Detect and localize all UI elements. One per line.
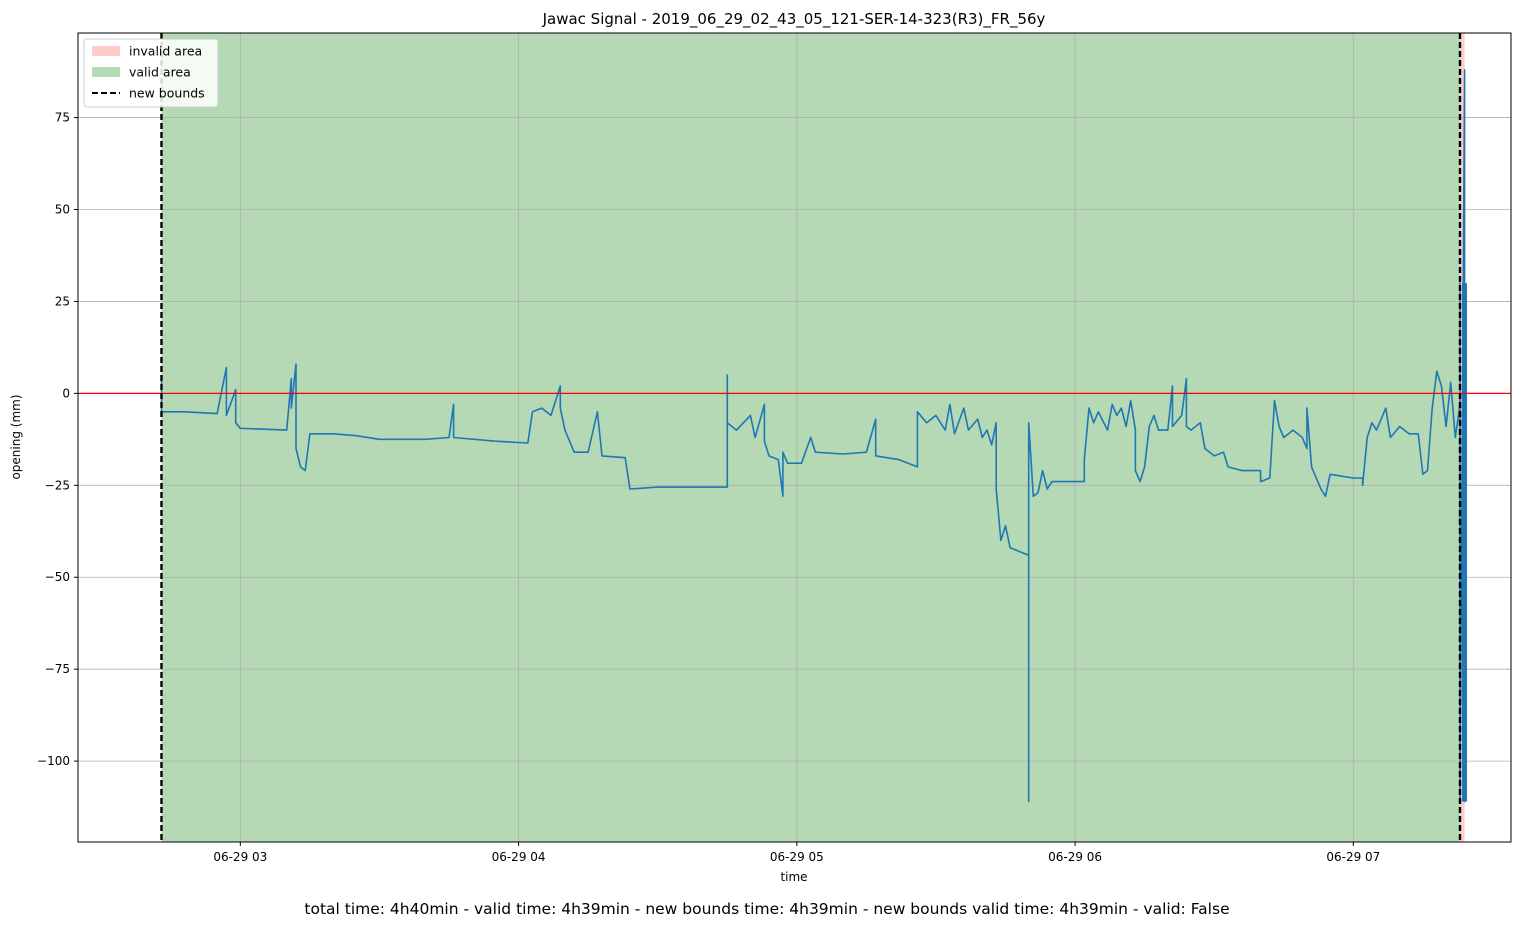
y-tick-label-6: −75	[45, 662, 70, 676]
legend: invalid area valid area new bounds	[83, 38, 219, 108]
signal-series	[160, 69, 1467, 803]
x-axis-ticks: 06-29 03 06-29 04 06-29 05 06-29 06 06-29 07	[213, 842, 1380, 864]
x-axis-label: time	[780, 870, 807, 884]
signal-burst-band	[1461, 283, 1467, 802]
signal-line-0	[160, 69, 1466, 803]
legend-label-invalid-area: invalid area	[129, 44, 202, 59]
x-tick-label-1: 06-29 04	[492, 850, 546, 864]
y-tick-label-0: 75	[55, 111, 70, 125]
legend-swatch-valid-area	[92, 67, 120, 77]
y-tick-label-2: 25	[55, 294, 70, 308]
x-tick-label-0: 06-29 03	[213, 850, 267, 864]
y-tick-label-3: 0	[62, 386, 70, 400]
plot-frame	[77, 32, 1512, 843]
y-tick-label-4: −25	[45, 478, 70, 492]
x-tick-label-2: 06-29 05	[770, 850, 824, 864]
y-tick-label-7: −100	[37, 754, 70, 768]
x-tick-label-3: 06-29 06	[1048, 850, 1102, 864]
y-axis-label: opening (mm)	[9, 394, 23, 479]
y-tick-label-1: 50	[55, 203, 70, 217]
grid-lines	[78, 33, 1511, 842]
chart-title: Jawac Signal - 2019_06_29_02_43_05_121-S…	[542, 10, 1046, 29]
legend-label-valid-area: valid area	[129, 65, 191, 80]
area-regions	[161, 33, 1465, 842]
legend-label-new-bounds: new bounds	[129, 86, 205, 101]
y-axis-ticks: 75 50 25 0 −25 −50 −75 −100	[37, 111, 78, 768]
legend-swatch-invalid-area	[92, 46, 120, 56]
summary-caption: total time: 4h40min - valid time: 4h39mi…	[304, 900, 1229, 918]
x-tick-label-4: 06-29 07	[1326, 850, 1380, 864]
y-tick-label-5: −50	[45, 570, 70, 584]
